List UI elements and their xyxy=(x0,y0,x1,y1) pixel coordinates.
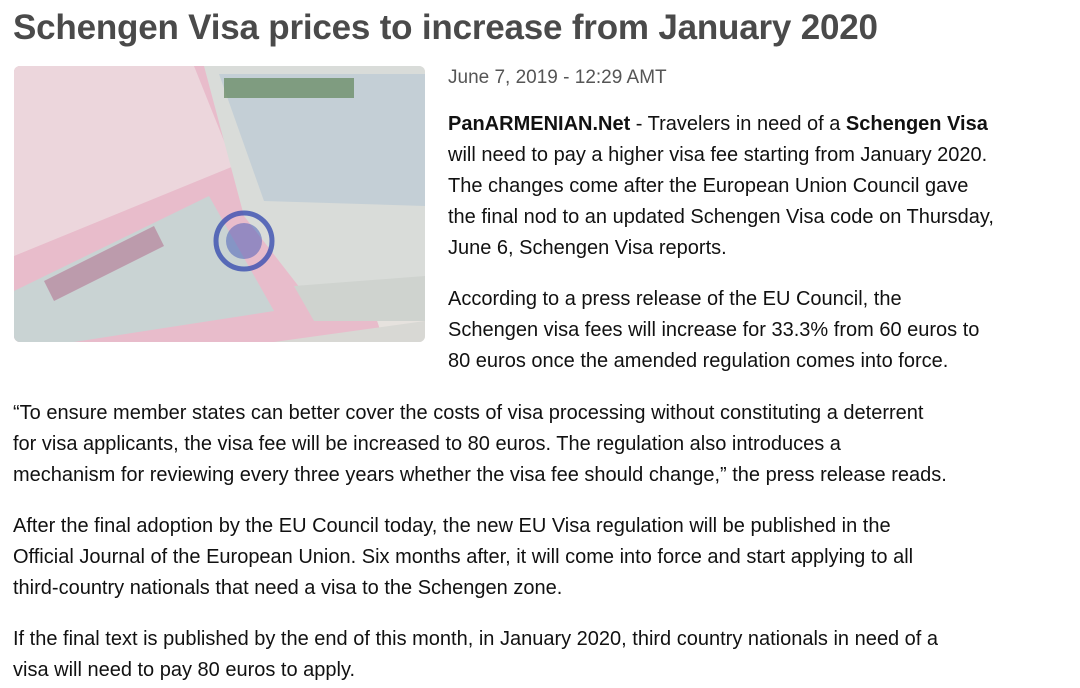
lead-line: the final nod to an updated Schengen Vis… xyxy=(448,206,994,228)
visa-photo-illustration xyxy=(14,66,425,342)
paragraph: After the final adoption by the EU Counc… xyxy=(13,511,913,604)
paragraph-line: Official Journal of the European Union. … xyxy=(13,546,914,568)
paragraph: According to a press release of the EU C… xyxy=(448,284,979,377)
paragraph-line: After the final adoption by the EU Counc… xyxy=(13,515,891,537)
paragraph-line: Schengen visa fees will increase for 33.… xyxy=(448,319,980,341)
lead-paragraph: PanARMENIAN.Net - Travelers in need of a… xyxy=(448,109,994,264)
lead-line: PanARMENIAN.Net - Travelers in need of a… xyxy=(448,109,994,140)
paragraph-line: third-country nationals that need a visa… xyxy=(13,577,563,599)
article-title: Schengen Visa prices to increase from Ja… xyxy=(13,8,878,47)
paragraph-line: mechanism for reviewing every three year… xyxy=(13,464,947,486)
lead-line: June 6, Schengen Visa reports. xyxy=(448,237,727,259)
source-name: PanARMENIAN.Net xyxy=(448,113,631,135)
paragraph-line: 80 euros once the amended regulation com… xyxy=(448,350,949,372)
lead-text: - Travelers in need of a xyxy=(630,113,846,135)
bold-term: Schengen Visa xyxy=(845,113,988,135)
paragraph-line: “To ensure member states can better cove… xyxy=(13,402,924,424)
lead-line: The changes come after the European Unio… xyxy=(448,175,969,197)
paragraph-line: If the final text is published by the en… xyxy=(13,628,939,650)
paragraph-line: for visa applicants, the visa fee will b… xyxy=(13,433,841,455)
article-photo xyxy=(14,66,425,342)
quote-paragraph: “To ensure member states can better cove… xyxy=(13,398,947,491)
paragraph-line: visa will need to pay 80 euros to apply. xyxy=(13,659,356,681)
paragraph: If the final text is published by the en… xyxy=(13,624,938,686)
paragraph-line: According to a press release of the EU C… xyxy=(448,288,902,310)
article-date: June 7, 2019 - 12:29 AMT xyxy=(448,67,667,88)
lead-line: will need to pay a higher visa fee start… xyxy=(448,144,988,166)
